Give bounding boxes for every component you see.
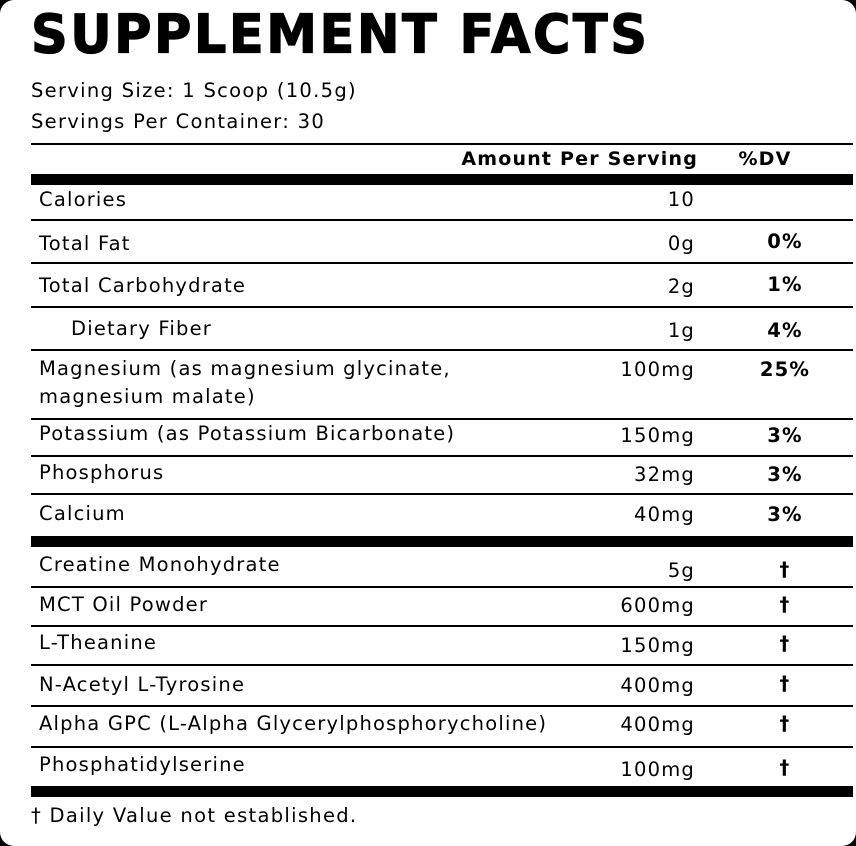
servings-per-container: Servings Per Container: 30 [31,110,326,133]
ingredient-amount: 5g [667,559,695,582]
table-top-rule [31,143,853,145]
nutrient-name: Dietary Fiber [71,317,212,340]
nutrient-name: Calories [39,188,128,211]
ingredient-dv: † [779,632,791,655]
ingredient-name: Creatine Monohydrate [39,553,281,576]
row-divider [31,586,853,588]
ingredient-amount: 400mg [620,713,695,736]
row-divider [31,664,853,666]
page-title: SUPPLEMENT FACTS [30,3,650,66]
row-divider [31,262,853,264]
ingredient-dv: † [779,558,791,581]
nutrient-dv: 25% [759,358,811,381]
row-divider [31,306,853,308]
nutrient-amount: 1g [667,319,695,342]
row-divider [31,349,853,351]
row-divider [31,493,853,495]
ingredient-dv: † [779,593,791,616]
row-divider [31,418,853,420]
table-bottom-rule [31,786,853,797]
nutrient-name: Total Carbohydrate [39,274,247,297]
footnote: † Daily Value not established. [31,804,358,827]
row-divider [31,705,853,707]
header-thick-rule [31,174,853,185]
nutrient-dv: 3% [767,463,803,486]
ingredient-name: Phosphatidylserine [39,753,246,776]
ingredient-amount: 400mg [620,674,695,697]
ingredient-dv: † [779,756,791,779]
nutrient-name: Calcium [39,502,126,525]
amount-per-serving-header: Amount Per Serving [461,148,698,170]
nutrient-name: Total Fat [39,232,131,255]
ingredient-name: MCT Oil Powder [39,593,209,616]
nutrient-dv: 0% [767,230,803,253]
nutrient-name: Potassium (as Potassium Bicarbonate) [39,422,456,445]
section-thick-rule [31,536,853,547]
serving-size: Serving Size: 1 Scoop (10.5g) [31,79,357,102]
ingredient-amount: 150mg [620,634,695,657]
nutrient-amount: 40mg [634,503,695,526]
row-divider [31,455,853,457]
nutrient-dv: 3% [767,503,803,526]
facts-table: Amount Per Serving %DV Calories 10 Total… [31,143,853,798]
row-divider [31,625,853,627]
nutrient-amount: 2g [667,275,695,298]
nutrient-dv: 4% [767,319,803,342]
row-divider [31,746,853,748]
daily-value-header: %DV [738,148,792,170]
ingredient-name: L-Theanine [39,631,158,654]
nutrient-amount: 10 [667,188,695,211]
ingredient-dv: † [779,712,791,735]
ingredient-name: Alpha GPC (L-Alpha Glycerylphosphorychol… [39,712,548,735]
ingredient-dv: † [779,672,791,695]
nutrient-name: Phosphorus [39,461,165,484]
nutrient-dv: 1% [767,273,803,296]
ingredient-amount: 100mg [620,758,695,781]
nutrient-amount: 0g [667,232,695,255]
nutrient-amount: 100mg [620,358,695,381]
row-divider [31,219,853,221]
nutrient-name-continued: magnesium malate) [39,385,256,408]
nutrient-name: Magnesium (as magnesium glycinate, [39,357,451,380]
nutrient-dv: 3% [767,424,803,447]
nutrient-amount: 150mg [620,424,695,447]
nutrient-amount: 32mg [634,463,695,486]
ingredient-name: N-Acetyl L-Tyrosine [39,673,246,696]
ingredient-amount: 600mg [620,594,695,617]
